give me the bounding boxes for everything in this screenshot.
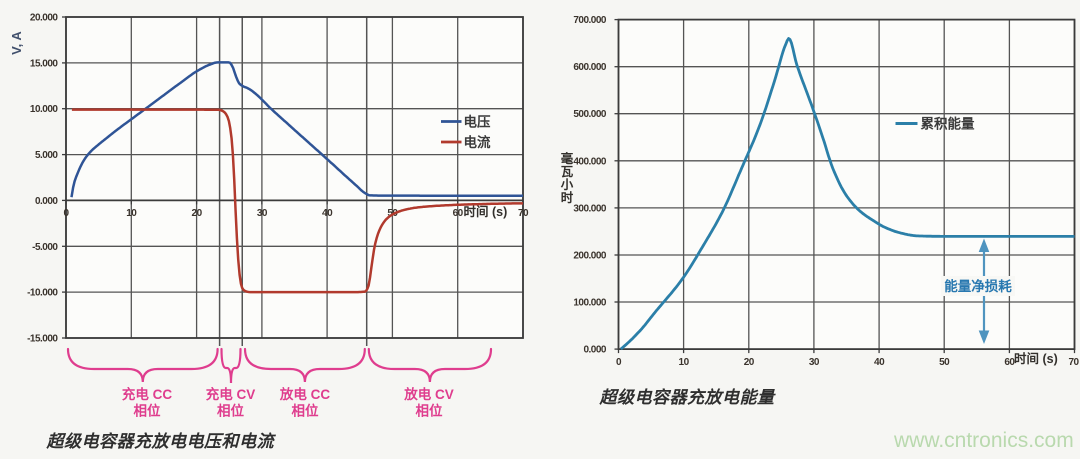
svg-text:40: 40 [322, 208, 333, 219]
svg-text:充电 CV: 充电 CV [206, 386, 256, 402]
svg-text:-5.000: -5.000 [32, 242, 58, 253]
svg-text:0.000: 0.000 [35, 196, 58, 207]
svg-text:小: 小 [560, 177, 574, 192]
svg-text:700.000: 700.000 [573, 15, 607, 26]
svg-text:60: 60 [1004, 357, 1015, 368]
svg-text:相位: 相位 [134, 403, 161, 419]
svg-text:-15.000: -15.000 [27, 334, 58, 345]
svg-text:0.000: 0.000 [583, 345, 606, 356]
svg-text:www.cntronics.com: www.cntronics.com [893, 429, 1074, 452]
svg-text:电压: 电压 [464, 114, 491, 130]
svg-text:15.000: 15.000 [30, 58, 59, 69]
svg-text:-10.000: -10.000 [27, 288, 58, 299]
svg-text:30: 30 [809, 357, 820, 368]
svg-text:毫: 毫 [561, 151, 574, 166]
svg-text:50: 50 [939, 357, 950, 368]
svg-text:70: 70 [1068, 357, 1079, 368]
svg-text:相位: 相位 [292, 403, 319, 419]
svg-text:超级电容器充放电电压和电流: 超级电容器充放电电压和电流 [46, 432, 277, 451]
svg-text:100.000: 100.000 [573, 298, 607, 309]
svg-text:时间 (s): 时间 (s) [1014, 351, 1058, 366]
svg-text:V, A: V, A [9, 31, 24, 55]
svg-text:20: 20 [744, 357, 755, 368]
svg-text:放电 CC: 放电 CC [279, 386, 330, 402]
svg-text:200.000: 200.000 [573, 251, 607, 262]
svg-text:10: 10 [679, 357, 690, 368]
svg-text:40: 40 [874, 357, 885, 368]
svg-text:充电 CC: 充电 CC [122, 386, 172, 402]
svg-text:5.000: 5.000 [35, 150, 58, 161]
svg-text:瓦: 瓦 [561, 165, 574, 179]
svg-text:10: 10 [126, 208, 137, 219]
svg-text:20.000: 20.000 [30, 13, 59, 24]
svg-text:70: 70 [518, 208, 529, 219]
svg-text:300.000: 300.000 [573, 203, 607, 214]
svg-text:0: 0 [63, 208, 69, 219]
svg-text:0: 0 [616, 357, 622, 368]
svg-text:时: 时 [561, 190, 574, 205]
svg-text:能量净损耗: 能量净损耗 [944, 278, 1012, 294]
svg-text:超级电容器充放电能量: 超级电容器充放电能量 [599, 388, 776, 407]
svg-text:60: 60 [453, 208, 464, 219]
svg-text:相位: 相位 [217, 403, 244, 419]
svg-text:时间 (s): 时间 (s) [464, 204, 508, 219]
svg-text:400.000: 400.000 [573, 156, 607, 167]
svg-text:10.000: 10.000 [30, 104, 59, 115]
svg-text:500.000: 500.000 [573, 109, 607, 120]
svg-text:30: 30 [257, 208, 268, 219]
svg-text:电流: 电流 [464, 134, 491, 150]
svg-text:600.000: 600.000 [573, 62, 607, 73]
svg-text:放电 CV: 放电 CV [403, 386, 454, 402]
svg-text:20: 20 [192, 208, 203, 219]
svg-text:累积能量: 累积能量 [921, 116, 975, 132]
svg-text:相位: 相位 [416, 403, 443, 419]
